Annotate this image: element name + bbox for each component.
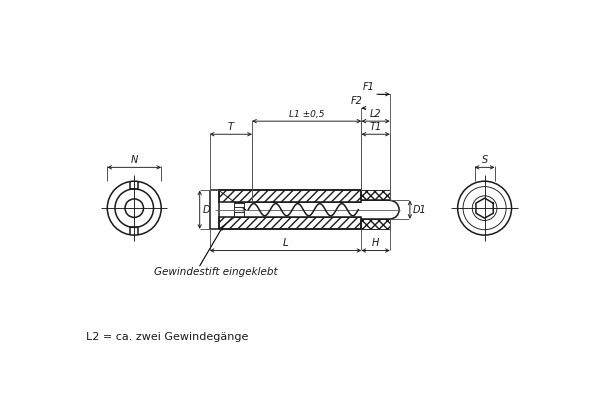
Text: D1: D1: [413, 205, 427, 215]
Text: L2 = ca. zwei Gewindegänge: L2 = ca. zwei Gewindegänge: [86, 332, 248, 342]
Text: N: N: [131, 155, 138, 165]
Text: F1: F1: [362, 82, 374, 92]
Text: D: D: [203, 205, 210, 215]
Text: L2: L2: [370, 109, 382, 119]
Text: S: S: [481, 155, 488, 165]
Text: T: T: [228, 122, 234, 132]
Polygon shape: [361, 219, 390, 229]
Text: L1 ±0,5: L1 ±0,5: [289, 110, 325, 119]
Text: Gewindestift eingeklebt: Gewindestift eingeklebt: [154, 268, 277, 278]
Text: F2: F2: [351, 96, 363, 106]
Text: H: H: [372, 238, 379, 248]
Polygon shape: [219, 218, 361, 229]
Polygon shape: [361, 190, 390, 200]
Polygon shape: [219, 190, 361, 202]
Text: T1: T1: [370, 122, 382, 132]
Text: L: L: [283, 238, 289, 248]
